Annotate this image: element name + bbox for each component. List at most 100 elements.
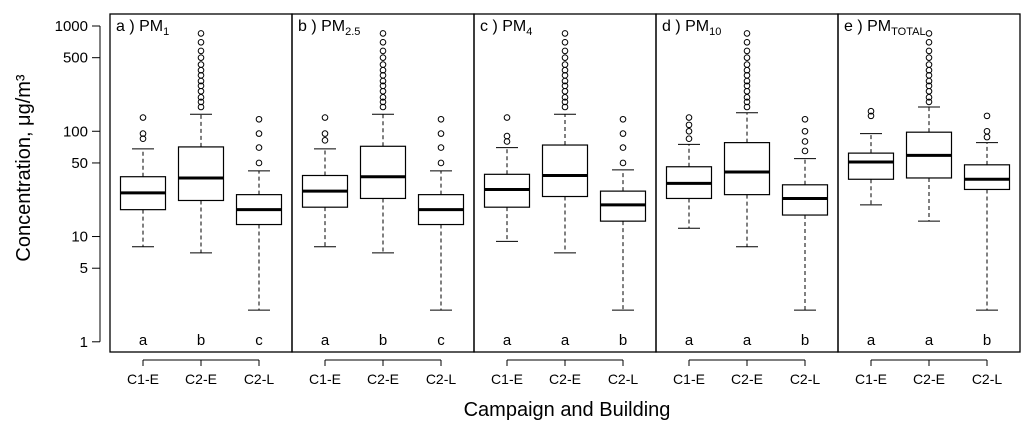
outlier-point [379, 72, 387, 79]
iqr-box [963, 164, 1011, 191]
significance-letter: c [437, 332, 445, 349]
box-C2-E: b C2-E [177, 30, 225, 387]
outlier-point [379, 39, 387, 46]
x-tick-label: C2-L [790, 371, 821, 387]
significance-letter: b [619, 332, 627, 349]
iqr-box [359, 145, 407, 200]
x-tick-label: C2-L [244, 371, 275, 387]
panel-title-subscript: 10 [709, 26, 721, 38]
outlier-point [743, 94, 751, 101]
x-tick-label: C2-E [185, 371, 217, 387]
panel-title: c ) PM4 [480, 18, 532, 38]
panel-title-main: e ) PM [844, 18, 891, 35]
outlier-point [867, 107, 875, 115]
outlier-point [685, 135, 693, 142]
panel-1: a ) PM1 a C1-E b C2-E c C2-L [109, 13, 293, 387]
outlier-point [197, 61, 205, 68]
outlier-point [925, 94, 933, 101]
significance-letter: a [867, 332, 876, 349]
outlier-point [925, 54, 933, 61]
outlier-point [437, 144, 445, 151]
outlier-point [801, 138, 809, 145]
outlier-point [379, 54, 387, 61]
outlier-point [983, 112, 991, 120]
outlier-point [925, 39, 933, 46]
x-tick-label: C2-L [972, 371, 1003, 387]
y-tick-label: 500 [63, 50, 88, 67]
x-tick-label: C2-L [608, 371, 639, 387]
panel-title-main: b ) PM [298, 18, 345, 35]
iqr-box [847, 152, 895, 180]
outlier-point [619, 130, 627, 137]
box-C1-E: a C1-E [483, 114, 531, 387]
outlier-point [561, 103, 569, 111]
outlier-point [925, 61, 933, 68]
outlier-point [255, 144, 263, 151]
panel-4: d ) PM10 a C1-E a C2-E b C2-L [655, 13, 839, 387]
panel-title-main: a ) PM [116, 18, 163, 35]
outlier-point [197, 39, 205, 46]
box-C2-L: c C2-L [235, 115, 283, 387]
outlier-point [743, 82, 751, 90]
outlier-point [503, 114, 511, 121]
outlier-point [321, 137, 329, 144]
outlier-point [685, 121, 693, 129]
outlier-point [925, 87, 933, 95]
outlier-point [743, 30, 751, 37]
iqr-box [541, 144, 589, 198]
x-tick-label: C2-E [549, 371, 581, 387]
outlier-point [801, 115, 809, 123]
y-tick-label: 5 [80, 260, 88, 277]
x-tick-label: C1-E [491, 371, 523, 387]
y-tick-label: 50 [71, 155, 88, 172]
outlier-point [561, 98, 569, 106]
outlier-point [321, 114, 329, 121]
panel-2: b ) PM2.5 a C1-E b C2-E c C2-L [291, 13, 475, 387]
significance-letter: a [321, 332, 330, 349]
outlier-point [255, 130, 263, 137]
outlier-point [255, 115, 263, 123]
outlier-point [561, 39, 569, 46]
x-tick-label: C1-E [127, 371, 159, 387]
significance-letter: a [139, 332, 148, 349]
outlier-point [925, 98, 933, 106]
iqr-box [177, 146, 225, 202]
outlier-point [379, 82, 387, 90]
x-tick-label: C2-E [913, 371, 945, 387]
outlier-point [619, 159, 627, 167]
outlier-point [925, 82, 933, 90]
panel-frame [837, 13, 1021, 353]
box-C2-L: b C2-L [781, 115, 829, 387]
outlier-point [437, 115, 445, 123]
outlier-point [379, 30, 387, 37]
iqr-box [723, 142, 771, 196]
panel-3: c ) PM4 a C1-E a C2-E b C2-L [473, 13, 657, 387]
box-C1-E: a C1-E [119, 114, 167, 387]
panel-title: d ) PM10 [662, 18, 721, 38]
outlier-point [197, 54, 205, 61]
y-axis: 1 5 10 50 100 500 1000 [55, 18, 101, 351]
x-axis-label: Campaign and Building [464, 399, 671, 421]
outlier-point [743, 47, 751, 55]
outlier-point [503, 138, 511, 145]
outlier-point [379, 103, 387, 111]
outlier-point [139, 114, 147, 121]
significance-letter: a [503, 332, 512, 349]
outlier-point [255, 159, 263, 167]
outlier-point [983, 133, 991, 141]
box-C2-E: a C2-E [905, 30, 953, 387]
outlier-point [619, 144, 627, 151]
outlier-point [925, 47, 933, 55]
outlier-point [197, 82, 205, 90]
panel-title-subscript: 2.5 [345, 26, 360, 38]
significance-letter: b [197, 332, 205, 349]
outlier-point [801, 147, 809, 155]
outlier-point [685, 114, 693, 121]
y-tick-label: 100 [63, 123, 88, 140]
outlier-point [561, 47, 569, 55]
outlier-point [743, 72, 751, 79]
panel-title-main: d ) PM [662, 18, 709, 35]
outlier-point [197, 98, 205, 106]
outlier-point [867, 112, 875, 120]
